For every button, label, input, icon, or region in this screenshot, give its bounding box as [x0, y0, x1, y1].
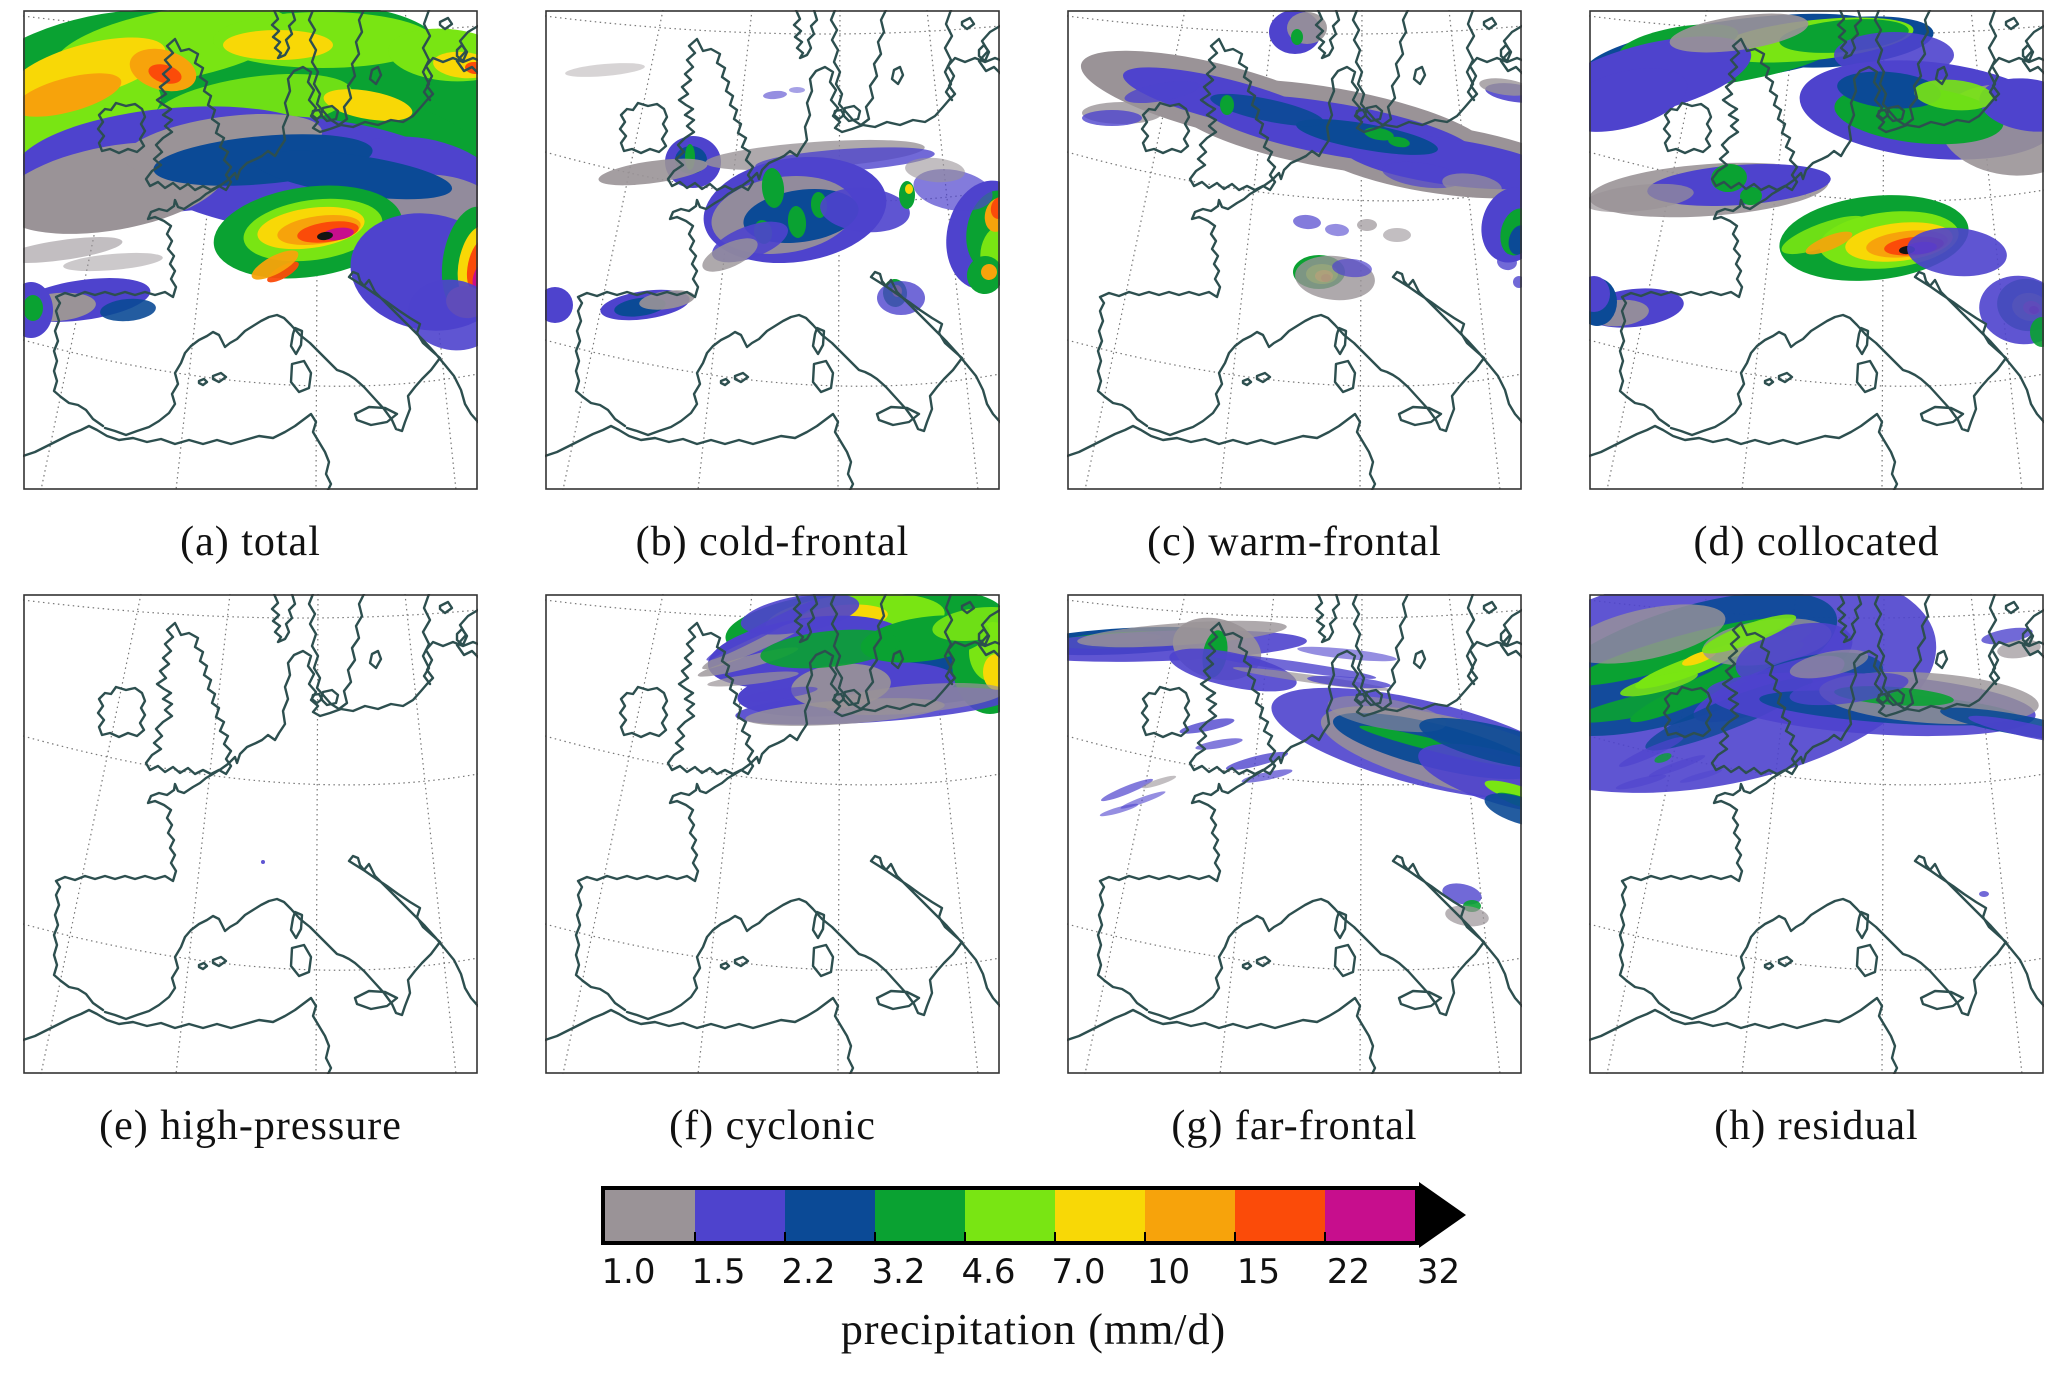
panel-caption-f: (f) cyclonic	[669, 1103, 876, 1149]
colorbar-segment	[605, 1189, 695, 1241]
panel-border	[1589, 10, 2044, 490]
precip-layer	[1067, 617, 1522, 927]
map-panel-a	[23, 10, 478, 490]
colorbar-segment	[1055, 1189, 1145, 1241]
colorbar-segment	[695, 1189, 785, 1241]
colorbar-tick-label: 1.0	[601, 1252, 656, 1292]
panel-caption-g: (g) far-frontal	[1171, 1103, 1418, 1149]
colorbar-tickmark	[964, 1231, 966, 1241]
colorbar-tick-label: 32	[1416, 1252, 1461, 1292]
colorbar-tickmark	[874, 1231, 876, 1241]
map-panel-f	[545, 594, 1000, 1074]
colorbar-segment	[1325, 1189, 1415, 1241]
map-panel-d	[1589, 10, 2044, 490]
colorbar-segment	[1235, 1189, 1325, 1241]
colorbar-segments	[605, 1189, 1415, 1241]
precip-layer	[261, 860, 265, 864]
colorbar-tick-label: 3.2	[871, 1252, 926, 1292]
colorbar-tickmark	[1234, 1231, 1236, 1241]
colorbar-tick-label: 15	[1236, 1252, 1281, 1292]
colorbar-tick-label: 2.2	[781, 1252, 836, 1292]
map-panel-g	[1067, 594, 1522, 1074]
colorbar-block: 1.0 1.5 2.2 3.2 4.6 7.0 10 15 22 32 precipitation…	[0, 1182, 2067, 1355]
panel-caption-d: (d) collocated	[1693, 519, 1940, 565]
colorbar-row	[0, 1182, 2067, 1248]
colorbar-segment	[1145, 1189, 1235, 1241]
colorbar-tick-label: 7.0	[1051, 1252, 1106, 1292]
colorbar-tickmark	[1144, 1231, 1146, 1241]
precip-layer	[1080, 10, 1522, 301]
panel-grid: (a) total (b) cold-frontal (c) warm-fron…	[23, 10, 2044, 1178]
panel-figure-b: (b) cold-frontal	[545, 10, 1000, 594]
precip-layer	[23, 10, 478, 351]
panel-caption-c: (c) warm-frontal	[1147, 519, 1442, 565]
panel-border	[1067, 594, 1522, 1074]
colorbar-tickmark	[694, 1231, 696, 1241]
panel-border	[23, 594, 478, 1074]
colorbar-segment	[875, 1189, 965, 1241]
panel-figure-e: (e) high-pressure	[23, 594, 478, 1178]
precip-layer	[1589, 594, 2044, 897]
panel-border	[1067, 10, 1522, 490]
panel-border	[545, 10, 1000, 490]
colorbar-tickmark	[1054, 1231, 1056, 1241]
colorbar-tick-label: 4.6	[961, 1252, 1016, 1292]
colorbar-tick-label: 1.5	[691, 1252, 746, 1292]
colorbar	[601, 1185, 1419, 1245]
colorbar-tickmark	[784, 1231, 786, 1241]
panel-figure-d: (d) collocated	[1589, 10, 2044, 594]
map-panel-b	[545, 10, 1000, 490]
panel-caption-h: (h) residual	[1714, 1103, 1919, 1149]
precip-layer	[545, 63, 1000, 323]
colorbar-segment	[965, 1189, 1055, 1241]
panel-caption-b: (b) cold-frontal	[635, 519, 910, 565]
colorbar-tickmark	[1324, 1231, 1326, 1241]
panel-caption-e: (e) high-pressure	[99, 1103, 402, 1149]
precip-layer	[1589, 13, 2044, 347]
panel-figure-g: (g) far-frontal	[1067, 594, 1522, 1178]
panel-border	[23, 10, 478, 490]
colorbar-segment	[785, 1189, 875, 1241]
colorbar-tick-labels: 1.0 1.5 2.2 3.2 4.6 7.0 10 15 22 32	[601, 1252, 1460, 1296]
precip-layer	[697, 594, 1000, 726]
colorbar-arrow-icon	[1419, 1182, 1466, 1248]
panel-figure-h: (h) residual	[1589, 594, 2044, 1178]
colorbar-title: precipitation (mm/d)	[840, 1305, 1227, 1354]
colorbar-tick-label: 22	[1326, 1252, 1371, 1292]
panel-border	[545, 594, 1000, 1074]
panel-border	[1589, 594, 2044, 1074]
panel-figure-c: (c) warm-frontal	[1067, 10, 1522, 594]
map-panel-c	[1067, 10, 1522, 490]
colorbar-tick-label: 10	[1146, 1252, 1191, 1292]
panel-caption-a: (a) total	[180, 519, 321, 565]
panel-figure-f: (f) cyclonic	[545, 594, 1000, 1178]
map-panel-h	[1589, 594, 2044, 1074]
map-panel-e	[23, 594, 478, 1074]
panel-figure-a: (a) total	[23, 10, 478, 594]
